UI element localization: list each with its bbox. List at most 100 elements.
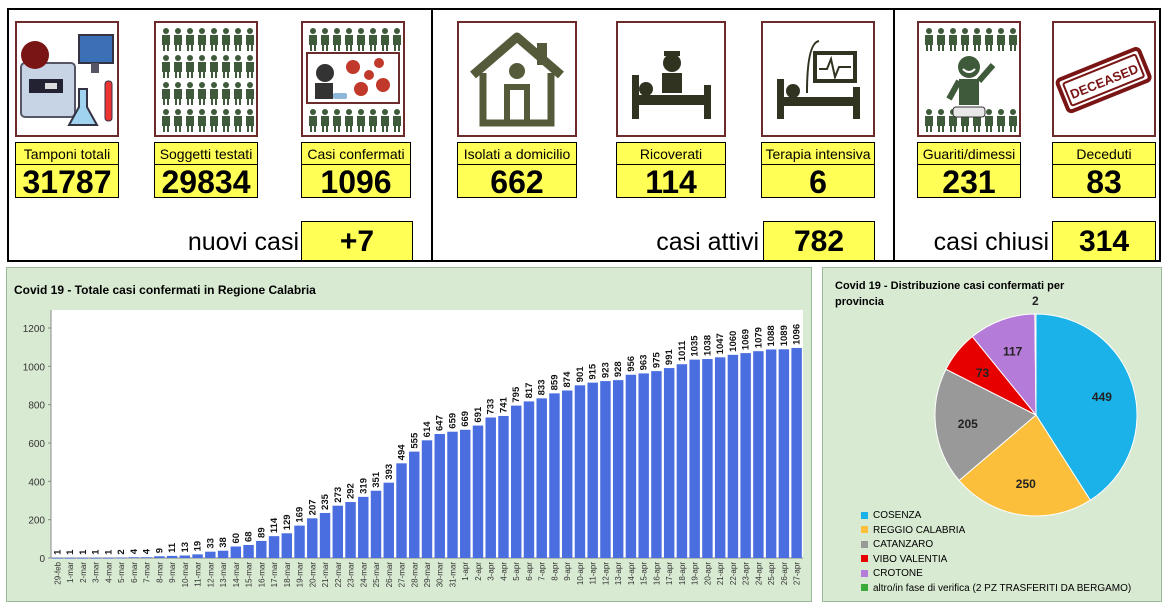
deceased-label: Deceduti: [1052, 142, 1156, 164]
bar: [77, 557, 89, 559]
bar: [549, 393, 560, 558]
bar: [409, 451, 420, 558]
data-label: 1069: [741, 329, 752, 350]
virus-particle: [346, 60, 360, 74]
person-figure: [234, 28, 242, 51]
legend-swatch: [861, 511, 868, 519]
x-tick-label: 19-mar: [296, 562, 305, 588]
x-tick-label: 29-feb: [53, 561, 62, 584]
data-label: 169: [295, 507, 306, 523]
data-label: 292: [346, 483, 357, 499]
pie-value-label: 117: [1003, 344, 1023, 358]
x-tick-label: 16-mar: [257, 562, 266, 588]
bar: [791, 347, 802, 558]
data-label: 11: [167, 542, 178, 553]
pie-value-label: 73: [976, 366, 990, 380]
pie-slice: [958, 414, 1091, 517]
x-tick-label: 11-mar: [194, 562, 203, 587]
legend-item: COSENZA: [861, 510, 921, 521]
data-label: 901: [575, 366, 586, 383]
virus-particle: [364, 70, 374, 80]
data-label: 614: [422, 421, 433, 438]
data-label: 859: [549, 374, 560, 390]
bar: [64, 557, 76, 559]
x-tick-label: 15-mar: [245, 562, 254, 588]
person-figure: [345, 109, 353, 132]
legend-item: REGGIO CALABRIA: [861, 525, 965, 536]
person-figure: [234, 82, 242, 105]
data-label: 1060: [728, 331, 739, 352]
person-figure: [973, 28, 981, 51]
bar: [230, 546, 242, 558]
active-cases-value: 782: [763, 221, 875, 261]
person-figure: [393, 28, 401, 51]
person-figure: [174, 55, 182, 78]
bar: [740, 353, 751, 558]
legend-label: altro/in fase di verifica (2 PZ TRASFERI…: [873, 582, 1132, 594]
person-figure: [186, 55, 194, 78]
y-tick-label: 200: [28, 516, 45, 527]
panel-closed: Guariti/dimessi 231 DECEASED Deceduti 83…: [893, 8, 1161, 262]
deceased-stamp-icon: DECEASED: [1052, 21, 1156, 137]
bar: [765, 349, 777, 558]
legend-label: CROTONE: [873, 568, 923, 579]
data-label: 1011: [677, 340, 688, 361]
x-tick-label: 18-mar: [283, 562, 292, 588]
new-cases-value: +7: [301, 221, 413, 261]
legend-label: VIBO VALENTIA: [873, 553, 948, 565]
bar: [702, 359, 713, 558]
recovered-label: Guariti/dimessi: [917, 142, 1021, 164]
data-label: 4: [129, 548, 140, 554]
bar: [192, 554, 203, 558]
bar: [510, 405, 522, 558]
virus-particle: [354, 82, 368, 96]
data-label: 1096: [792, 324, 803, 345]
person-figure: [925, 109, 933, 132]
x-tick-label: 1-mar: [66, 562, 75, 583]
data-label: 19: [193, 541, 204, 552]
home-label: Isolati a domicilio: [457, 142, 577, 164]
data-label: 68: [244, 531, 255, 542]
person-figure: [925, 28, 933, 51]
person-figure: [162, 82, 170, 105]
data-label: 1088: [766, 325, 777, 346]
data-label: 975: [651, 352, 662, 369]
bar: [638, 373, 649, 558]
bar: [281, 533, 293, 558]
data-label: 833: [537, 379, 548, 395]
x-tick-label: 30-mar: [436, 562, 445, 588]
person-figure: [997, 28, 1005, 51]
data-label: 351: [371, 471, 382, 488]
hospital-label: Ricoverati: [616, 142, 726, 164]
x-tick-label: 23-apr: [742, 562, 751, 585]
bar: [587, 382, 598, 558]
x-tick-label: 21-mar: [321, 562, 330, 588]
bar: [141, 557, 152, 559]
bar: [689, 359, 700, 558]
confirmed-value: 1096: [301, 164, 411, 199]
person-figure: [162, 55, 170, 78]
y-tick-label: 1200: [23, 324, 46, 335]
person-figure: [321, 28, 329, 51]
bar: [600, 381, 611, 558]
data-label: 874: [562, 371, 573, 388]
person-figure: [210, 109, 218, 132]
person-figure: [246, 109, 254, 132]
pie-chart: 449 250 205 73 117 2: [934, 294, 1138, 517]
bar: [498, 415, 509, 558]
bar: [574, 385, 586, 558]
person-figure: [369, 109, 377, 132]
icu-value: 6: [761, 164, 875, 199]
x-tick-label: 24-mar: [359, 562, 368, 588]
data-label: 393: [384, 464, 395, 480]
data-label: 741: [498, 396, 509, 413]
x-tick-label: 6-mar: [130, 562, 139, 583]
closed-cases-label: casi chiusi: [933, 228, 1049, 256]
bar: [561, 390, 573, 558]
person-figure: [198, 109, 206, 132]
x-tick-label: 31-mar: [448, 562, 457, 588]
data-label: 1047: [715, 333, 726, 354]
y-tick-label: 600: [28, 439, 45, 450]
person-figure: [985, 109, 993, 132]
bar-chart-panel: Covid 19 - Totale casi confermati in Reg…: [6, 267, 812, 602]
